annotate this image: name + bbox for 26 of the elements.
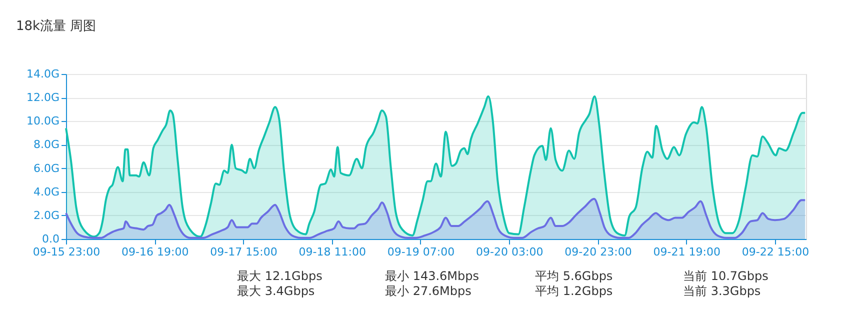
x-tick-label: 09-21 19:00 — [653, 246, 720, 258]
text: 最小 143.6Mbps — [385, 269, 480, 283]
text: 最小 27.6Mbps — [385, 284, 472, 298]
x-tick-label: 09-15 23:00 — [32, 246, 100, 258]
x-tick-label: 09-20 03:00 — [476, 246, 544, 258]
y-tick-label: 8.0G — [33, 138, 60, 152]
text: 平均 5.6Gbps — [535, 269, 613, 283]
y-tick-label: 12.0G — [26, 91, 60, 104]
y-tick-label: 10.0G — [26, 114, 60, 128]
chart-title: 18k流量 周图 — [16, 18, 96, 34]
x-tick-label: 09-20 23:00 — [564, 246, 632, 258]
y-tick-label: 2.0G — [33, 208, 60, 222]
x-tick-label: 09-22 15:00 — [742, 246, 810, 258]
text: 最大 12.1Gbps — [237, 269, 322, 283]
x-tick-label: 09-19 07:00 — [387, 246, 455, 258]
y-tick-label: 14.0G — [26, 68, 60, 80]
text: 最大 3.4Gbps — [237, 284, 315, 298]
text: 当前 3.3Gbps — [683, 284, 761, 298]
x-tick-label: 09-18 11:00 — [298, 246, 366, 258]
y-tick-label: 4.0G — [33, 185, 60, 198]
y-tick-label: 0.0 — [42, 232, 60, 246]
x-tick-label: 09-17 15:00 — [210, 246, 278, 258]
x-tick-label: 09-16 19:00 — [122, 246, 189, 258]
y-tick-label: 6.0G — [33, 162, 60, 175]
text: 当前 10.7Gbps — [683, 269, 768, 283]
text: 平均 1.2Gbps — [535, 284, 613, 298]
